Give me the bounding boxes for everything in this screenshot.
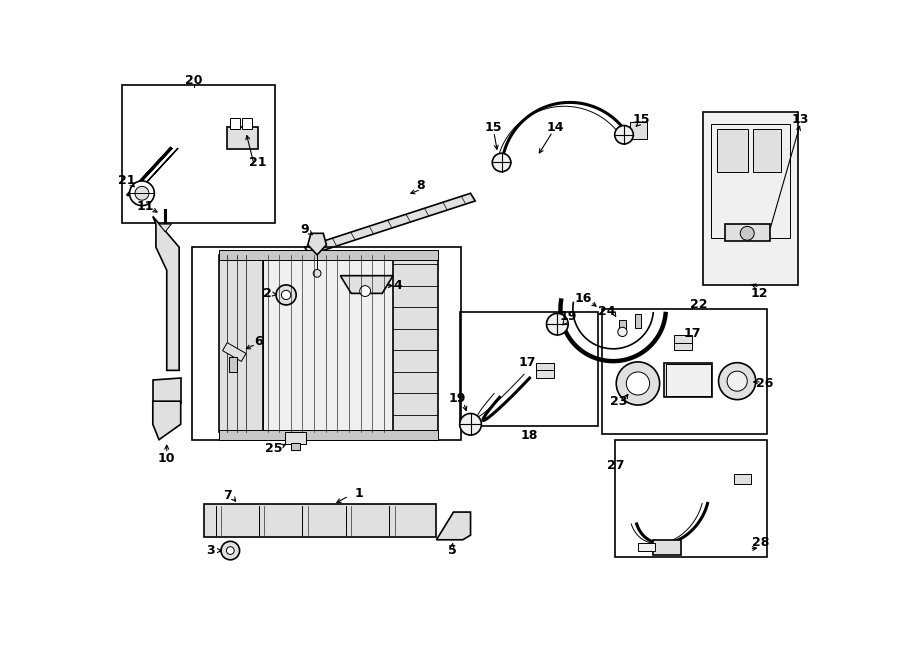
Text: 19: 19 — [449, 393, 466, 405]
Bar — [227, 127, 258, 149]
Text: 4: 4 — [393, 279, 402, 292]
Circle shape — [615, 126, 634, 144]
Polygon shape — [436, 512, 471, 540]
Text: 27: 27 — [608, 459, 625, 473]
Circle shape — [282, 290, 291, 299]
Text: 16: 16 — [575, 292, 592, 305]
Text: 21: 21 — [118, 175, 135, 188]
Circle shape — [718, 363, 756, 400]
Bar — [263, 255, 393, 432]
Text: 17: 17 — [683, 327, 701, 340]
Polygon shape — [305, 193, 475, 255]
Polygon shape — [159, 224, 171, 232]
Bar — [220, 255, 263, 432]
Text: 3: 3 — [207, 544, 215, 557]
Circle shape — [135, 186, 148, 200]
Circle shape — [616, 362, 660, 405]
Bar — [752, 130, 780, 172]
Bar — [673, 335, 692, 350]
Bar — [220, 430, 438, 440]
Bar — [638, 543, 655, 551]
Text: 14: 14 — [547, 120, 564, 134]
Text: 24: 24 — [598, 305, 616, 319]
Circle shape — [727, 371, 747, 391]
Circle shape — [740, 226, 754, 240]
Text: 10: 10 — [158, 451, 176, 465]
Bar — [220, 251, 438, 260]
Text: 22: 22 — [689, 297, 707, 311]
Text: 2: 2 — [263, 287, 272, 300]
Bar — [724, 224, 770, 241]
Text: 13: 13 — [792, 113, 809, 126]
Circle shape — [617, 327, 627, 336]
Bar — [291, 443, 300, 450]
Bar — [230, 118, 240, 129]
Bar — [630, 122, 647, 139]
Bar — [664, 363, 713, 397]
Text: 8: 8 — [417, 179, 426, 192]
Text: 6: 6 — [254, 334, 263, 348]
Polygon shape — [153, 401, 181, 440]
Text: 9: 9 — [301, 223, 309, 236]
Bar — [703, 112, 797, 285]
Text: 23: 23 — [610, 395, 627, 408]
Bar — [666, 364, 711, 396]
Bar — [222, 342, 246, 362]
Bar — [711, 124, 790, 238]
Text: 15: 15 — [485, 120, 502, 134]
Bar — [122, 85, 275, 223]
Text: 25: 25 — [265, 442, 283, 455]
Polygon shape — [153, 216, 179, 370]
Bar — [536, 363, 554, 378]
Circle shape — [227, 547, 234, 555]
Polygon shape — [153, 378, 181, 403]
Bar — [634, 314, 641, 328]
Bar — [242, 118, 252, 129]
Text: 15: 15 — [633, 113, 650, 126]
Text: 19: 19 — [560, 310, 577, 323]
Bar — [284, 432, 306, 444]
Circle shape — [492, 153, 511, 172]
Circle shape — [130, 181, 155, 206]
Bar — [602, 309, 767, 434]
Bar — [734, 473, 752, 485]
Text: 1: 1 — [355, 487, 364, 500]
Circle shape — [546, 313, 568, 335]
Text: 28: 28 — [752, 536, 770, 549]
Circle shape — [221, 541, 239, 560]
Text: 5: 5 — [447, 544, 456, 557]
Bar — [653, 540, 681, 555]
Bar — [460, 312, 598, 426]
Text: 7: 7 — [223, 488, 231, 502]
Polygon shape — [340, 276, 393, 293]
Text: 18: 18 — [521, 428, 538, 442]
Bar — [393, 255, 438, 432]
Bar — [355, 278, 376, 301]
Text: 17: 17 — [518, 356, 536, 369]
Bar — [204, 504, 436, 537]
Bar — [192, 247, 461, 440]
Text: 20: 20 — [185, 74, 202, 87]
Text: 12: 12 — [751, 287, 769, 300]
Circle shape — [460, 414, 482, 435]
Text: 11: 11 — [136, 200, 154, 213]
Circle shape — [626, 372, 650, 395]
Circle shape — [276, 285, 296, 305]
Text: 21: 21 — [249, 156, 267, 169]
Text: 26: 26 — [756, 377, 774, 390]
Bar — [619, 319, 625, 333]
Bar — [717, 130, 748, 172]
Polygon shape — [308, 233, 327, 255]
Bar — [229, 356, 237, 372]
Circle shape — [313, 270, 321, 277]
Circle shape — [360, 286, 371, 297]
Bar — [615, 440, 767, 557]
